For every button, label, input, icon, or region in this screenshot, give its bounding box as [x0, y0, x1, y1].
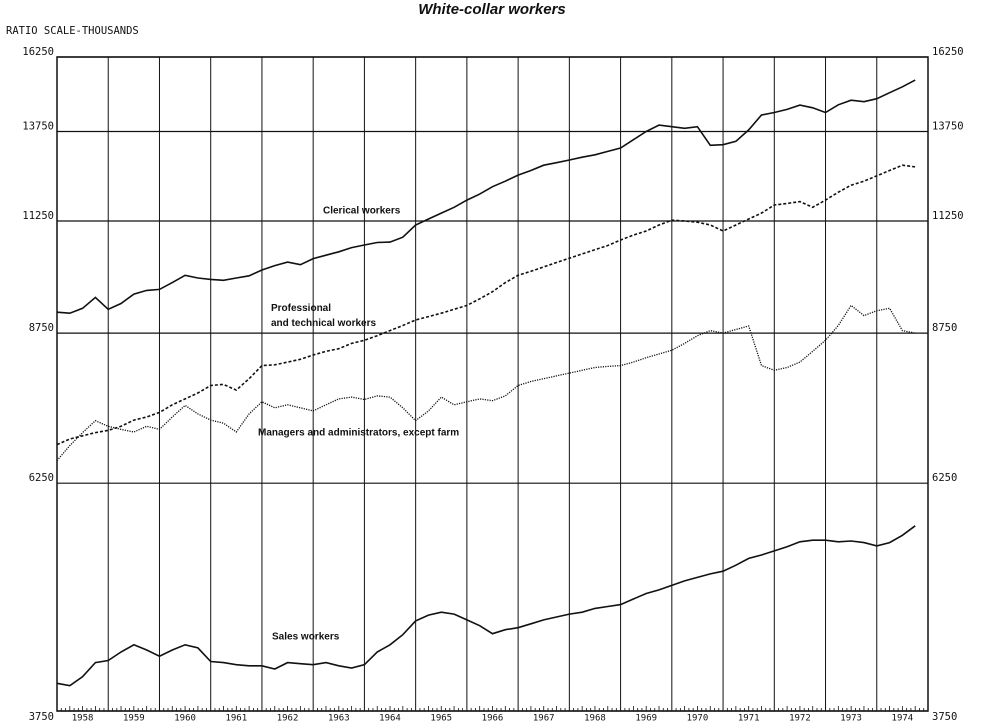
x-tick-label: 1970	[687, 714, 709, 724]
y-tick-label-right: 13750	[932, 121, 964, 133]
x-tick-label: 1971	[738, 714, 760, 724]
x-tick-label: 1967	[533, 714, 555, 724]
y-tick-label: 13750	[22, 121, 54, 133]
y-tick-label-right: 11250	[932, 210, 964, 222]
y-tick-label-right: 6250	[932, 472, 957, 484]
y-tick-label: 6250	[29, 472, 54, 484]
series-line	[56, 164, 916, 446]
x-tick-label: 1966	[482, 714, 504, 724]
y-tick-label-right: 3750	[932, 711, 957, 723]
series-label: Professional and technical workers	[271, 303, 376, 329]
series-label: Managers and administrators, except farm	[258, 428, 459, 439]
series-label: Sales workers	[272, 632, 340, 643]
x-tick-label: 1965	[430, 714, 452, 724]
plot-frame	[56, 56, 929, 712]
x-tick-label: 1973	[840, 714, 862, 724]
y-axis-label: RATIO SCALE-THOUSANDS	[6, 25, 139, 37]
x-tick-label: 1959	[123, 714, 145, 724]
x-tick-label: 1972	[789, 714, 811, 724]
x-tick-label: 1964	[379, 714, 401, 724]
x-tick-label: 1960	[174, 714, 196, 724]
x-tick-label: 1961	[225, 714, 247, 724]
y-tick-label: 8750	[29, 322, 54, 334]
series-line	[56, 79, 916, 315]
series-line	[56, 304, 916, 462]
y-tick-label: 11250	[22, 210, 54, 222]
y-tick-label: 3750	[29, 711, 54, 723]
x-tick-label: 1963	[328, 714, 350, 724]
y-tick-label: 16250	[22, 46, 54, 58]
y-tick-label-right: 8750	[932, 322, 957, 334]
x-tick-label: 1958	[72, 714, 94, 724]
y-tick-label-right: 16250	[932, 46, 964, 58]
series-line	[56, 525, 916, 687]
series-label: Clerical workers	[323, 206, 401, 217]
chart-title: White-collar workers	[418, 1, 566, 18]
x-tick-label: 1969	[635, 714, 657, 724]
x-tick-label: 1974	[892, 714, 914, 724]
x-tick-label: 1962	[277, 714, 299, 724]
x-tick-label: 1968	[584, 714, 606, 724]
